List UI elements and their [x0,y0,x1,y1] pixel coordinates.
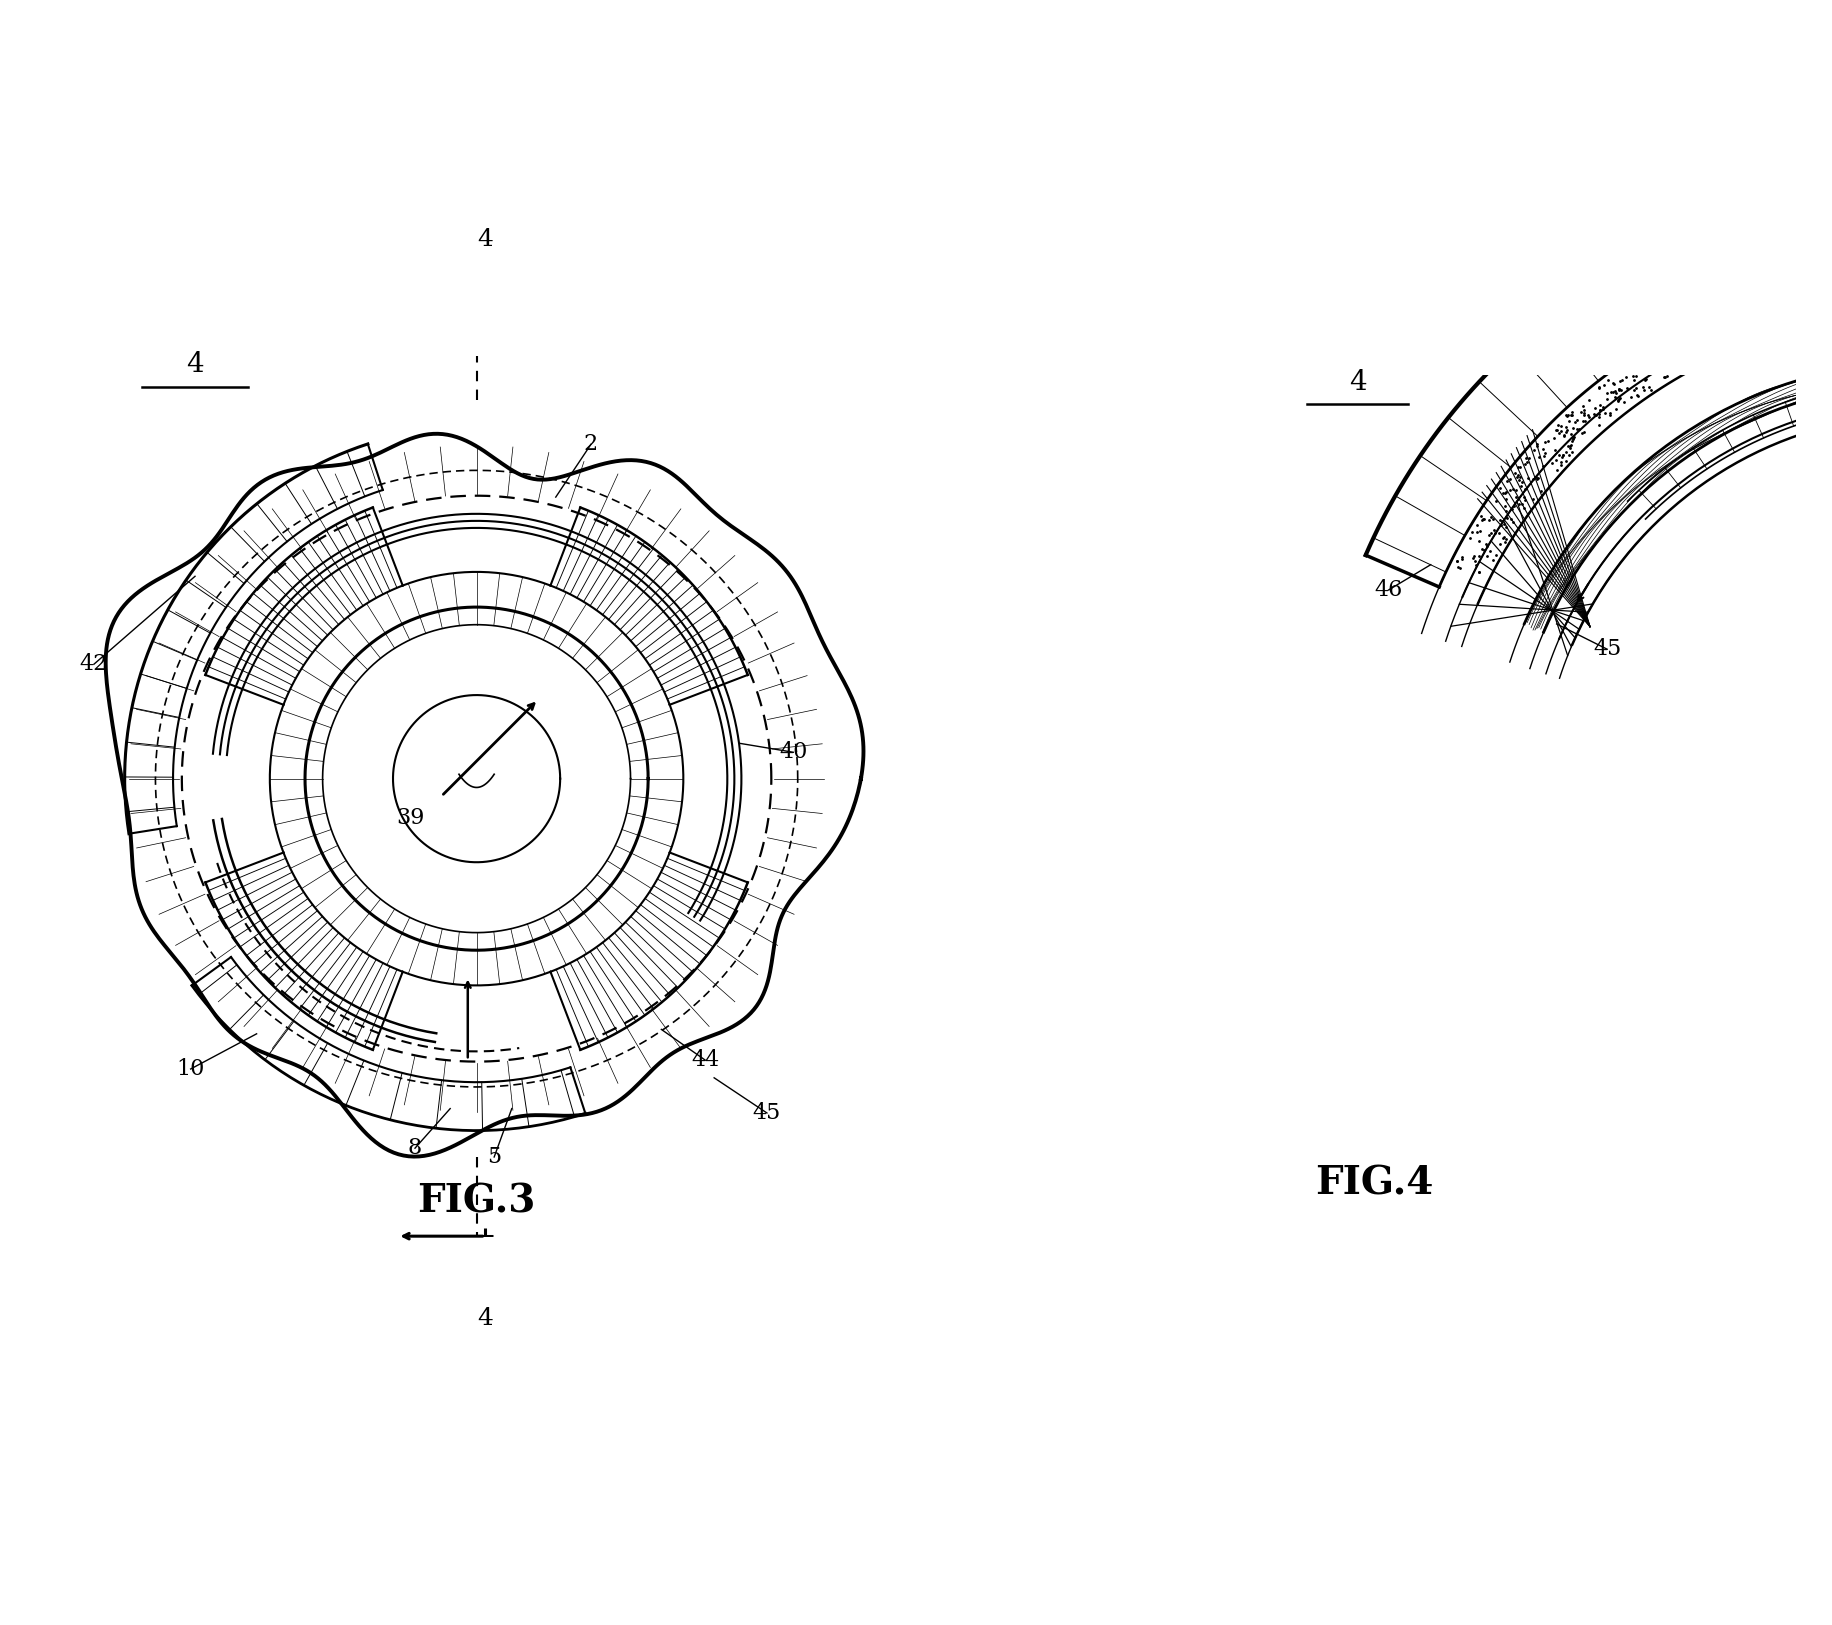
Text: 45: 45 [1592,639,1621,660]
Text: FIG.3: FIG.3 [418,1183,535,1220]
Text: 4: 4 [1348,369,1367,396]
Text: 2: 2 [584,434,597,455]
Text: 40: 40 [779,741,808,764]
Text: 4: 4 [476,1306,493,1329]
Text: 8: 8 [409,1138,421,1159]
Text: 42: 42 [79,653,108,676]
Text: 4: 4 [187,351,203,379]
Text: 44: 44 [691,1050,720,1071]
Text: 10: 10 [176,1058,205,1081]
Text: 39: 39 [396,808,425,829]
Text: 4: 4 [476,228,493,250]
Text: FIG.4: FIG.4 [1315,1165,1433,1202]
Text: 5: 5 [487,1146,500,1168]
Text: 46: 46 [1374,578,1401,601]
Text: 45: 45 [753,1102,780,1124]
